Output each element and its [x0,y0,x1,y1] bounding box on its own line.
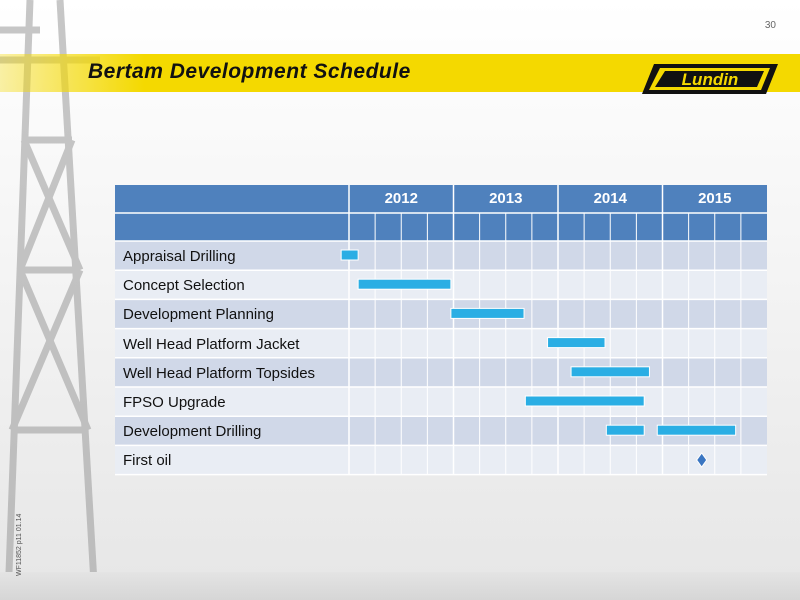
task-bar [605,424,645,436]
quarter-header-row [115,213,767,241]
task-label: Well Head Platform Jacket [123,335,300,353]
lundin-logo-text: Lundin [682,70,739,89]
gantt-chart: 2012 2013 2014 2015 Appraisal Drilling Concep… [115,185,767,477]
year-label: 2013 [489,190,523,207]
task-row [115,445,767,475]
task-label: FPSO Upgrade [123,394,226,411]
task-row [115,328,767,358]
task-label: Development Drilling [123,423,262,441]
year-header-row [115,185,767,213]
milestone-diamond [696,452,708,468]
task-bar [450,307,525,319]
year-label: 2015 [698,190,732,207]
slide-title: Bertam Development Schedule [88,60,411,83]
task-label: Well Head Platform Topsides [123,364,316,382]
document-code: WF11852 p11 01.14 [16,513,23,576]
task-label: Development Planning [123,306,274,324]
footer-band [0,572,800,600]
task-row [115,241,767,271]
task-row [115,357,767,387]
task-bar [357,278,452,290]
task-row [115,387,767,417]
task-bar [570,366,650,378]
task-label: Appraisal Drilling [123,248,236,265]
task-row [115,299,767,329]
lundin-logo: Lundin [642,64,778,94]
task-label: Concept Selection [123,277,245,295]
task-bar [656,424,737,436]
task-bar [340,249,359,261]
year-label: 2014 [593,190,627,207]
page-number: 30 [764,20,776,31]
gantt-grid [115,185,767,476]
year-label: 2012 [384,190,418,207]
task-label: First oil [123,452,172,470]
task-bar [547,337,606,349]
task-bar [524,395,645,407]
